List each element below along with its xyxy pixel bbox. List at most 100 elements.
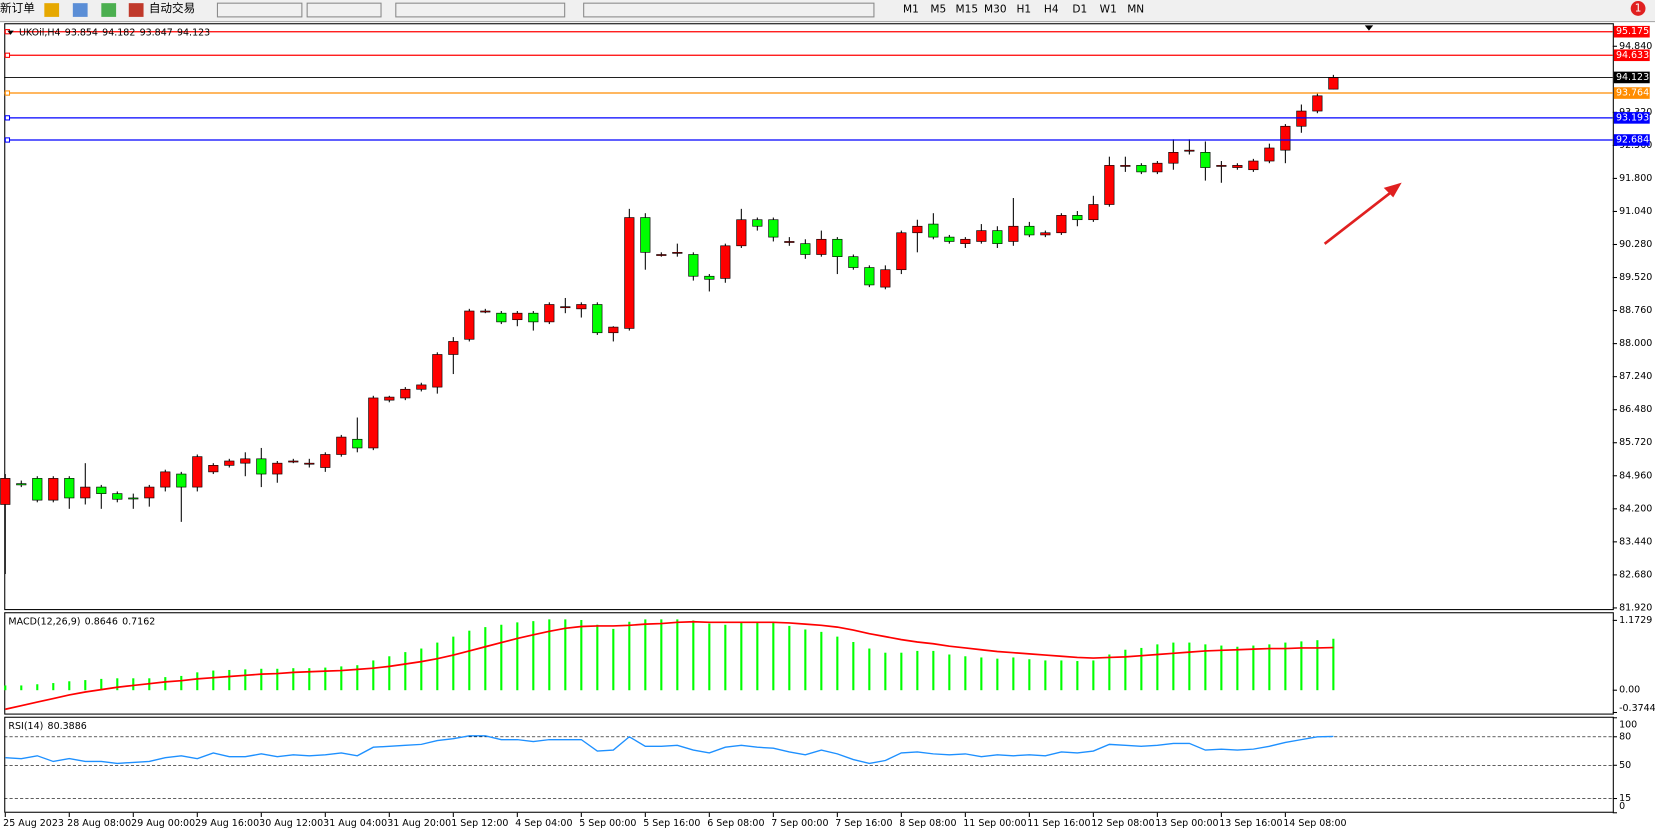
y-tick-label: 91.040 (1619, 206, 1652, 217)
icon[interactable] (101, 3, 117, 17)
panel-header: MACD(12,26,9) 0.8646 0.7162 (8, 616, 155, 627)
candle-body (640, 217, 651, 253)
timeframe-button[interactable]: W1 (1100, 3, 1117, 15)
signal-line (5, 620, 1334, 711)
level-tag (1613, 25, 1650, 38)
candle-body (528, 312, 539, 323)
candle-body (880, 269, 891, 288)
auto-trading[interactable]: 自动交易 (149, 1, 195, 15)
candle-body (816, 238, 827, 255)
level-label: 93.193 (1616, 112, 1649, 123)
candle-body (624, 217, 635, 329)
timeframe-button[interactable]: H1 (1016, 3, 1031, 15)
icon-group[interactable] (306, 2, 382, 18)
x-tick-label: 31 Aug 20:00 (387, 818, 451, 829)
icon-group[interactable] (583, 2, 875, 18)
x-tick-label: 7 Sep 00:00 (771, 818, 828, 829)
candle-body (464, 310, 475, 340)
candle-body (1232, 165, 1243, 168)
candle-body (1184, 149, 1195, 152)
candle-body (1280, 125, 1291, 151)
candle-body (976, 230, 987, 242)
candle-body (128, 497, 139, 500)
candle-body (832, 238, 843, 257)
candle-body (1008, 225, 1019, 242)
level-label: 95.175 (1616, 26, 1649, 37)
candle-body (1168, 152, 1179, 164)
price-tag (1613, 71, 1650, 84)
notify-badge[interactable] (1630, 1, 1646, 16)
candle-body (800, 243, 811, 255)
y-tick-label: 89.520 (1619, 272, 1652, 283)
panel-header: RSI(14) 80.3886 (8, 721, 86, 732)
candle-body (384, 396, 395, 401)
candle-body (704, 275, 715, 280)
x-tick-label: 29 Aug 00:00 (131, 818, 195, 829)
toolbar-bg (0, 0, 1655, 22)
candle-body (208, 465, 219, 473)
icon[interactable] (44, 3, 60, 17)
icon-group[interactable] (216, 2, 303, 18)
timeframe-button[interactable]: D1 (1072, 3, 1087, 15)
candle-body (336, 436, 347, 455)
x-tick-label: 12 Sep 08:00 (1091, 818, 1154, 829)
level-label: 94.633 (1616, 50, 1649, 61)
x-tick-label: 30 Aug 12:00 (259, 818, 323, 829)
candle-body (368, 397, 379, 449)
y-tick-label: 94.840 (1619, 41, 1652, 52)
candle-body (768, 219, 779, 238)
y-tick-label: 100 (1619, 720, 1637, 731)
main-panel (4, 23, 1614, 611)
x-tick-label: 14 Sep 08:00 (1283, 818, 1346, 829)
candle-body (944, 236, 955, 242)
candle-body (1248, 160, 1259, 171)
level-tag (1613, 49, 1650, 62)
timeframe-button[interactable]: MN (1127, 3, 1144, 15)
macd-panel (4, 612, 1614, 715)
timeframe-button[interactable]: M5 (930, 3, 946, 15)
candle-body (32, 478, 43, 501)
icon[interactable] (128, 3, 144, 17)
candle-body (352, 438, 363, 449)
candle-body (864, 267, 875, 286)
timeframe-button[interactable]: M15 (956, 3, 979, 15)
y-tick-label: 84.960 (1619, 470, 1652, 481)
timeframe-button[interactable]: M30 (984, 3, 1007, 15)
y-tick-label: 85.720 (1619, 437, 1652, 448)
level-handle (4, 90, 11, 96)
notify-count[interactable]: 1 (1635, 2, 1642, 14)
candle-body (784, 241, 795, 243)
candle-body (416, 384, 427, 390)
x-tick-label: 1 Sep 12:00 (451, 818, 508, 829)
candle-body (1104, 165, 1115, 205)
candle-body (1264, 147, 1275, 162)
candle-body (912, 225, 923, 234)
y-tick-label: 84.200 (1619, 503, 1652, 514)
new-order[interactable]: 新订单 (0, 1, 35, 15)
icon[interactable] (72, 3, 88, 17)
rsi-line (5, 735, 1334, 765)
x-tick-label: 25 Aug 2023 (3, 818, 64, 829)
x-tick-label: 4 Sep 04:00 (515, 818, 572, 829)
y-tick-label: 88.000 (1619, 338, 1652, 349)
toolbar: 新订单 自动交易 1 (0, 0, 1655, 23)
header-part: 94.182 (102, 27, 135, 38)
y-tick-label: 91.800 (1619, 173, 1652, 184)
x-tick-label: 13 Sep 00:00 (1155, 818, 1218, 829)
icon-group[interactable] (395, 2, 566, 18)
y-tick-label: 82.680 (1619, 569, 1652, 580)
timeframe-button[interactable]: H4 (1044, 3, 1059, 15)
candle-body (176, 473, 187, 488)
chart-area (4, 23, 1614, 813)
candle-body (320, 454, 331, 468)
candle-body (64, 478, 75, 499)
candle-body (1056, 215, 1067, 234)
timeframe-button[interactable]: M1 (903, 3, 919, 15)
candle-body (960, 238, 971, 244)
y-tick-label: 1.1729 (1619, 615, 1652, 626)
y-tick-label: 86.480 (1619, 404, 1652, 415)
header-part: 80.3886 (48, 721, 87, 732)
y-tick-label: 81.920 (1619, 602, 1652, 613)
candle-body (1136, 165, 1147, 173)
